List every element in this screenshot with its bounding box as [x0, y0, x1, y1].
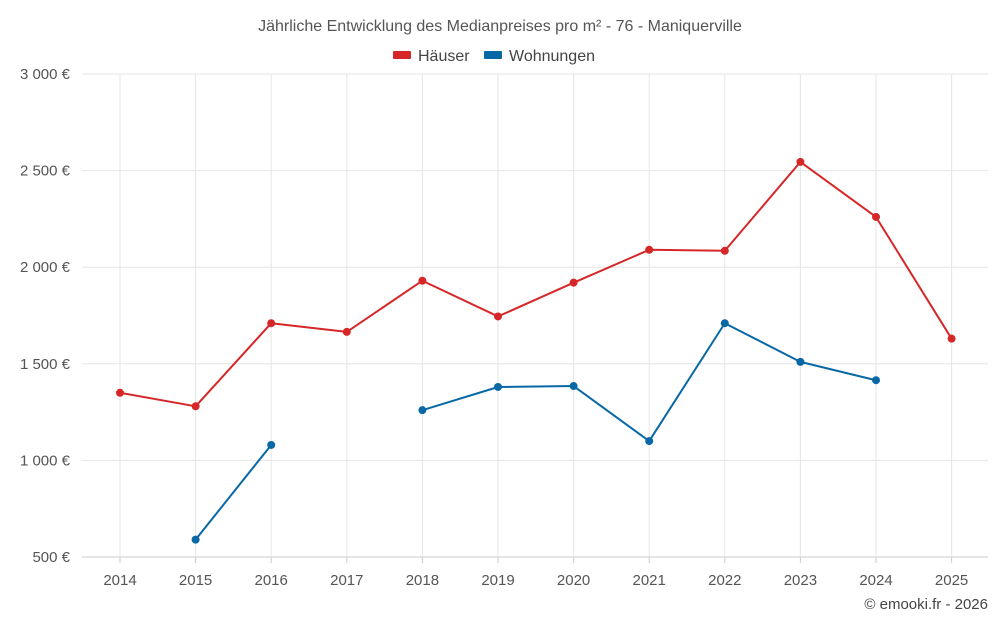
- x-tick-label: 2019: [481, 572, 514, 589]
- series-line-haeuser: [119, 160, 953, 408]
- y-tick-label: 2 000 €: [20, 259, 71, 276]
- data-point-wohnungen[interactable]: [267, 440, 276, 449]
- data-point-wohnungen[interactable]: [418, 406, 427, 415]
- data-point-haeuser[interactable]: [418, 276, 427, 285]
- data-point-wohnungen[interactable]: [569, 382, 578, 391]
- x-tick-label: 2021: [633, 572, 666, 589]
- y-tick-label: 2 500 €: [20, 163, 71, 180]
- legend-label-haeuser[interactable]: Häuser: [418, 48, 470, 65]
- data-point-wohnungen[interactable]: [720, 319, 729, 328]
- credit-text: © emooki.fr - 2026: [864, 596, 988, 613]
- data-point-haeuser[interactable]: [947, 334, 956, 343]
- x-tick-label: 2024: [859, 572, 892, 589]
- x-tick-label: 2022: [708, 572, 741, 589]
- data-point-haeuser[interactable]: [342, 327, 351, 336]
- legend: Häuser Wohnungen: [393, 48, 595, 65]
- x-tick-label: 2023: [784, 572, 817, 589]
- data-point-haeuser[interactable]: [494, 312, 502, 321]
- x-tick-label: 2017: [330, 572, 363, 589]
- data-point-haeuser[interactable]: [116, 388, 124, 397]
- data-point-haeuser[interactable]: [796, 157, 805, 166]
- series-layer: [116, 157, 956, 544]
- data-point-haeuser[interactable]: [569, 278, 578, 287]
- data-point-haeuser[interactable]: [645, 245, 654, 254]
- data-point-haeuser[interactable]: [191, 402, 200, 411]
- y-axis: 500 € 1 000 € 1 500 € 2 000 € 2 500 € 3 000 €: [20, 66, 71, 566]
- x-tick-label: 2016: [255, 572, 288, 589]
- x-tick-label: 2014: [103, 572, 136, 589]
- data-point-haeuser[interactable]: [872, 212, 880, 221]
- data-point-wohnungen[interactable]: [796, 357, 805, 366]
- legend-swatch-wohnungen: [484, 51, 502, 59]
- y-tick-label: 3 000 €: [20, 66, 71, 83]
- data-point-wohnungen[interactable]: [872, 376, 880, 385]
- x-tick-label: 2015: [179, 572, 212, 589]
- x-axis: 2014 2015 2016 2017 2018 2019 2020 2021 2022 2023…: [103, 572, 968, 589]
- series-line-wohnungen: [194, 444, 272, 541]
- y-tick-label: 500 €: [32, 549, 70, 566]
- legend-swatch-haeuser: [393, 51, 411, 59]
- x-tick-label: 2020: [557, 572, 590, 589]
- data-point-wohnungen[interactable]: [494, 382, 502, 391]
- data-point-wohnungen[interactable]: [191, 535, 200, 544]
- data-point-haeuser[interactable]: [267, 319, 276, 328]
- data-point-haeuser[interactable]: [720, 246, 729, 255]
- chart-title: Jährliche Entwicklung des Medianpreises …: [258, 18, 742, 35]
- x-tick-label: 2018: [406, 572, 439, 589]
- y-tick-label: 1 000 €: [20, 452, 71, 469]
- y-tick-label: 1 500 €: [20, 356, 71, 373]
- legend-label-wohnungen[interactable]: Wohnungen: [509, 48, 595, 65]
- grid: [82, 73, 988, 563]
- x-tick-label: 2025: [935, 572, 968, 589]
- data-point-wohnungen[interactable]: [645, 437, 654, 446]
